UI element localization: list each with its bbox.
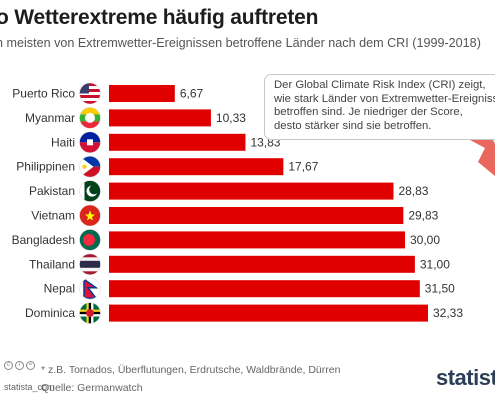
bar[interactable] (109, 255, 415, 273)
noderivs-icon[interactable]: = (26, 361, 35, 370)
bar[interactable] (109, 231, 406, 249)
info-box: Der Global Climate Risk Index (CRI) zeig… (264, 74, 495, 140)
value-label: 29,83 (408, 209, 438, 223)
statista-logo[interactable]: statista (436, 365, 495, 390)
category-label: Nepal (44, 282, 75, 296)
us-flag-icon (79, 82, 101, 105)
myanmar-flag-icon (79, 107, 101, 129)
category-label: Philippinen (16, 160, 75, 174)
philippines-flag-icon (79, 155, 101, 178)
bar[interactable] (109, 158, 284, 176)
category-label: Puerto Rico (12, 87, 75, 101)
info-line: Der Global Climate Risk Index (CRI) zeig… (274, 79, 486, 91)
info-line: desto stärker sind sie betroffen. (274, 119, 432, 132)
info-line: betroffen sind. Je niedriger der Score, (274, 106, 463, 118)
bar[interactable] (109, 109, 211, 127)
category-label: Dominica (25, 306, 75, 320)
attribution-icon[interactable]: i (15, 361, 24, 370)
category-label: Vietnam (31, 209, 75, 223)
bar[interactable] (109, 280, 420, 298)
bar[interactable] (109, 133, 246, 151)
cc-license-icon[interactable]: c (4, 361, 13, 370)
vietnam-flag-icon (79, 204, 101, 227)
value-label: 31,00 (420, 257, 450, 271)
bar[interactable] (109, 304, 428, 322)
nepal-flag-icon (79, 277, 101, 300)
bangladesh-flag-icon (79, 229, 101, 251)
category-label: Haiti (51, 135, 75, 149)
bar[interactable] (109, 85, 175, 102)
chart-title: o Wetterextreme häufig auftreten (0, 6, 319, 29)
info-line: wie stark Länder von Extremwetter-Ereign… (274, 92, 495, 105)
bar[interactable] (109, 182, 394, 200)
value-label: 28,83 (398, 184, 428, 198)
source-note: Quelle: Germanwatch (41, 382, 143, 394)
category-label: Thailand (29, 257, 75, 271)
value-label: 17,67 (288, 160, 318, 174)
bar[interactable] (109, 207, 404, 224)
value-label: 10,33 (216, 111, 246, 125)
statista-credit[interactable]: statista_com (4, 382, 55, 392)
pakistan-flag-icon (79, 180, 101, 202)
category-label: Myanmar (25, 111, 75, 125)
chart-subtitle: n meisten von Extremwetter-Ereignissen b… (0, 36, 481, 50)
haiti-flag-icon (79, 131, 101, 154)
footnote: * z.B. Tornados, Überflutungen, Erdrutsc… (41, 364, 341, 376)
dominica-flag-icon (79, 302, 101, 324)
value-label: 32,33 (433, 306, 463, 320)
thailand-flag-icon (79, 253, 101, 276)
value-label: 30,00 (410, 233, 440, 247)
value-label: 31,50 (425, 282, 455, 296)
category-label: Pakistan (29, 184, 75, 198)
value-label: 6,67 (180, 87, 204, 101)
category-label: Bangladesh (12, 233, 75, 247)
